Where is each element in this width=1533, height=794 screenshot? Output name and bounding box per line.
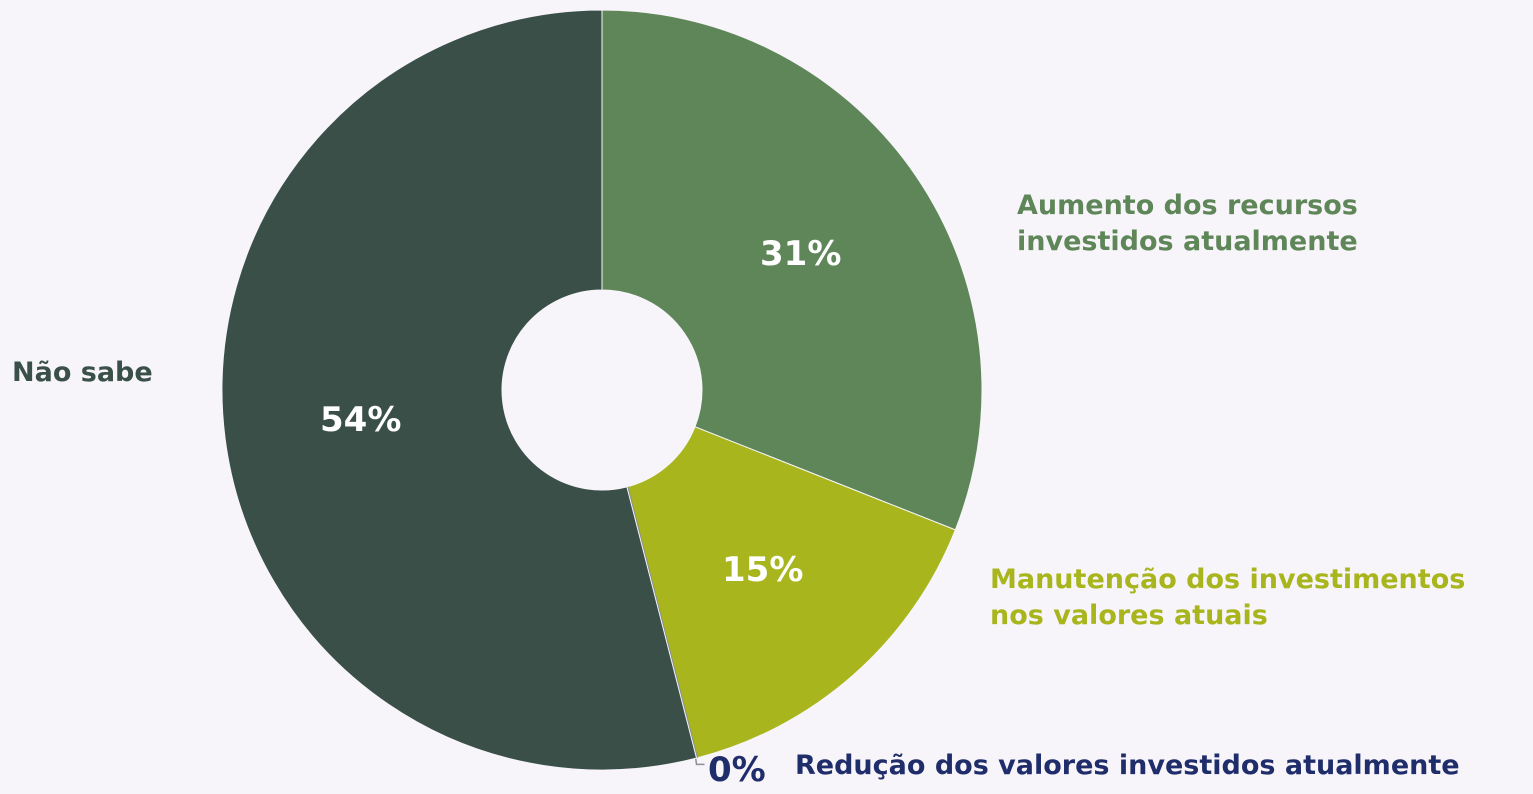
value-label: 15%	[722, 550, 804, 590]
value-label: 54%	[320, 400, 402, 440]
category-label: Não sabe	[12, 357, 153, 388]
slice	[601, 9, 983, 531]
category-label: Aumento dos recursos investidos atualmen…	[1017, 190, 1358, 258]
category-label: Manutenção dos investimentos nos valores…	[990, 564, 1466, 632]
value-label: 31%	[760, 234, 842, 274]
category-label: Redução dos valores investidos atualment…	[795, 750, 1460, 781]
value-label: 0%	[708, 750, 766, 790]
slice	[626, 426, 956, 759]
slice	[221, 9, 698, 771]
